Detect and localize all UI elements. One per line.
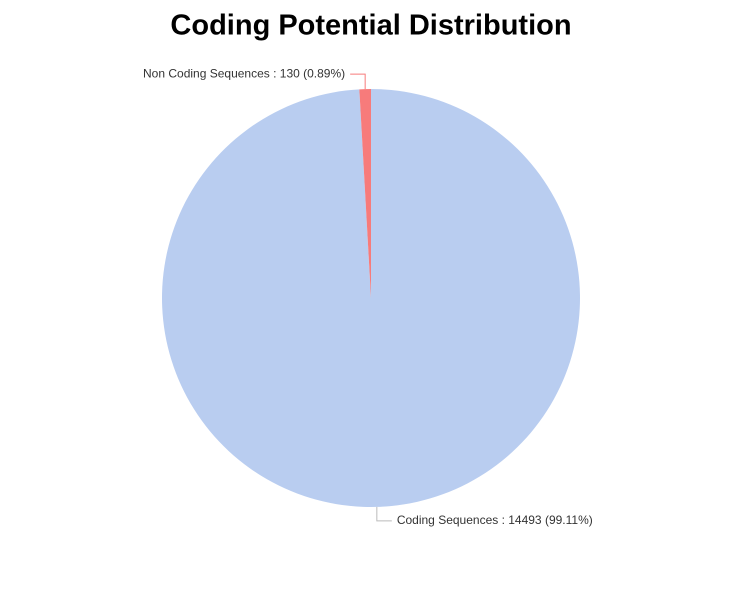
leader-line [350, 73, 366, 90]
pie-slice [359, 89, 371, 298]
slice-label: Non Coding Sequences : 130 (0.89%) [143, 66, 345, 80]
chart-title: Coding Potential Distribution [170, 10, 571, 42]
slice-label: Coding Sequences : 14493 (99.11%) [397, 513, 593, 527]
leader-line [376, 506, 392, 522]
pie-slice [161, 89, 580, 507]
